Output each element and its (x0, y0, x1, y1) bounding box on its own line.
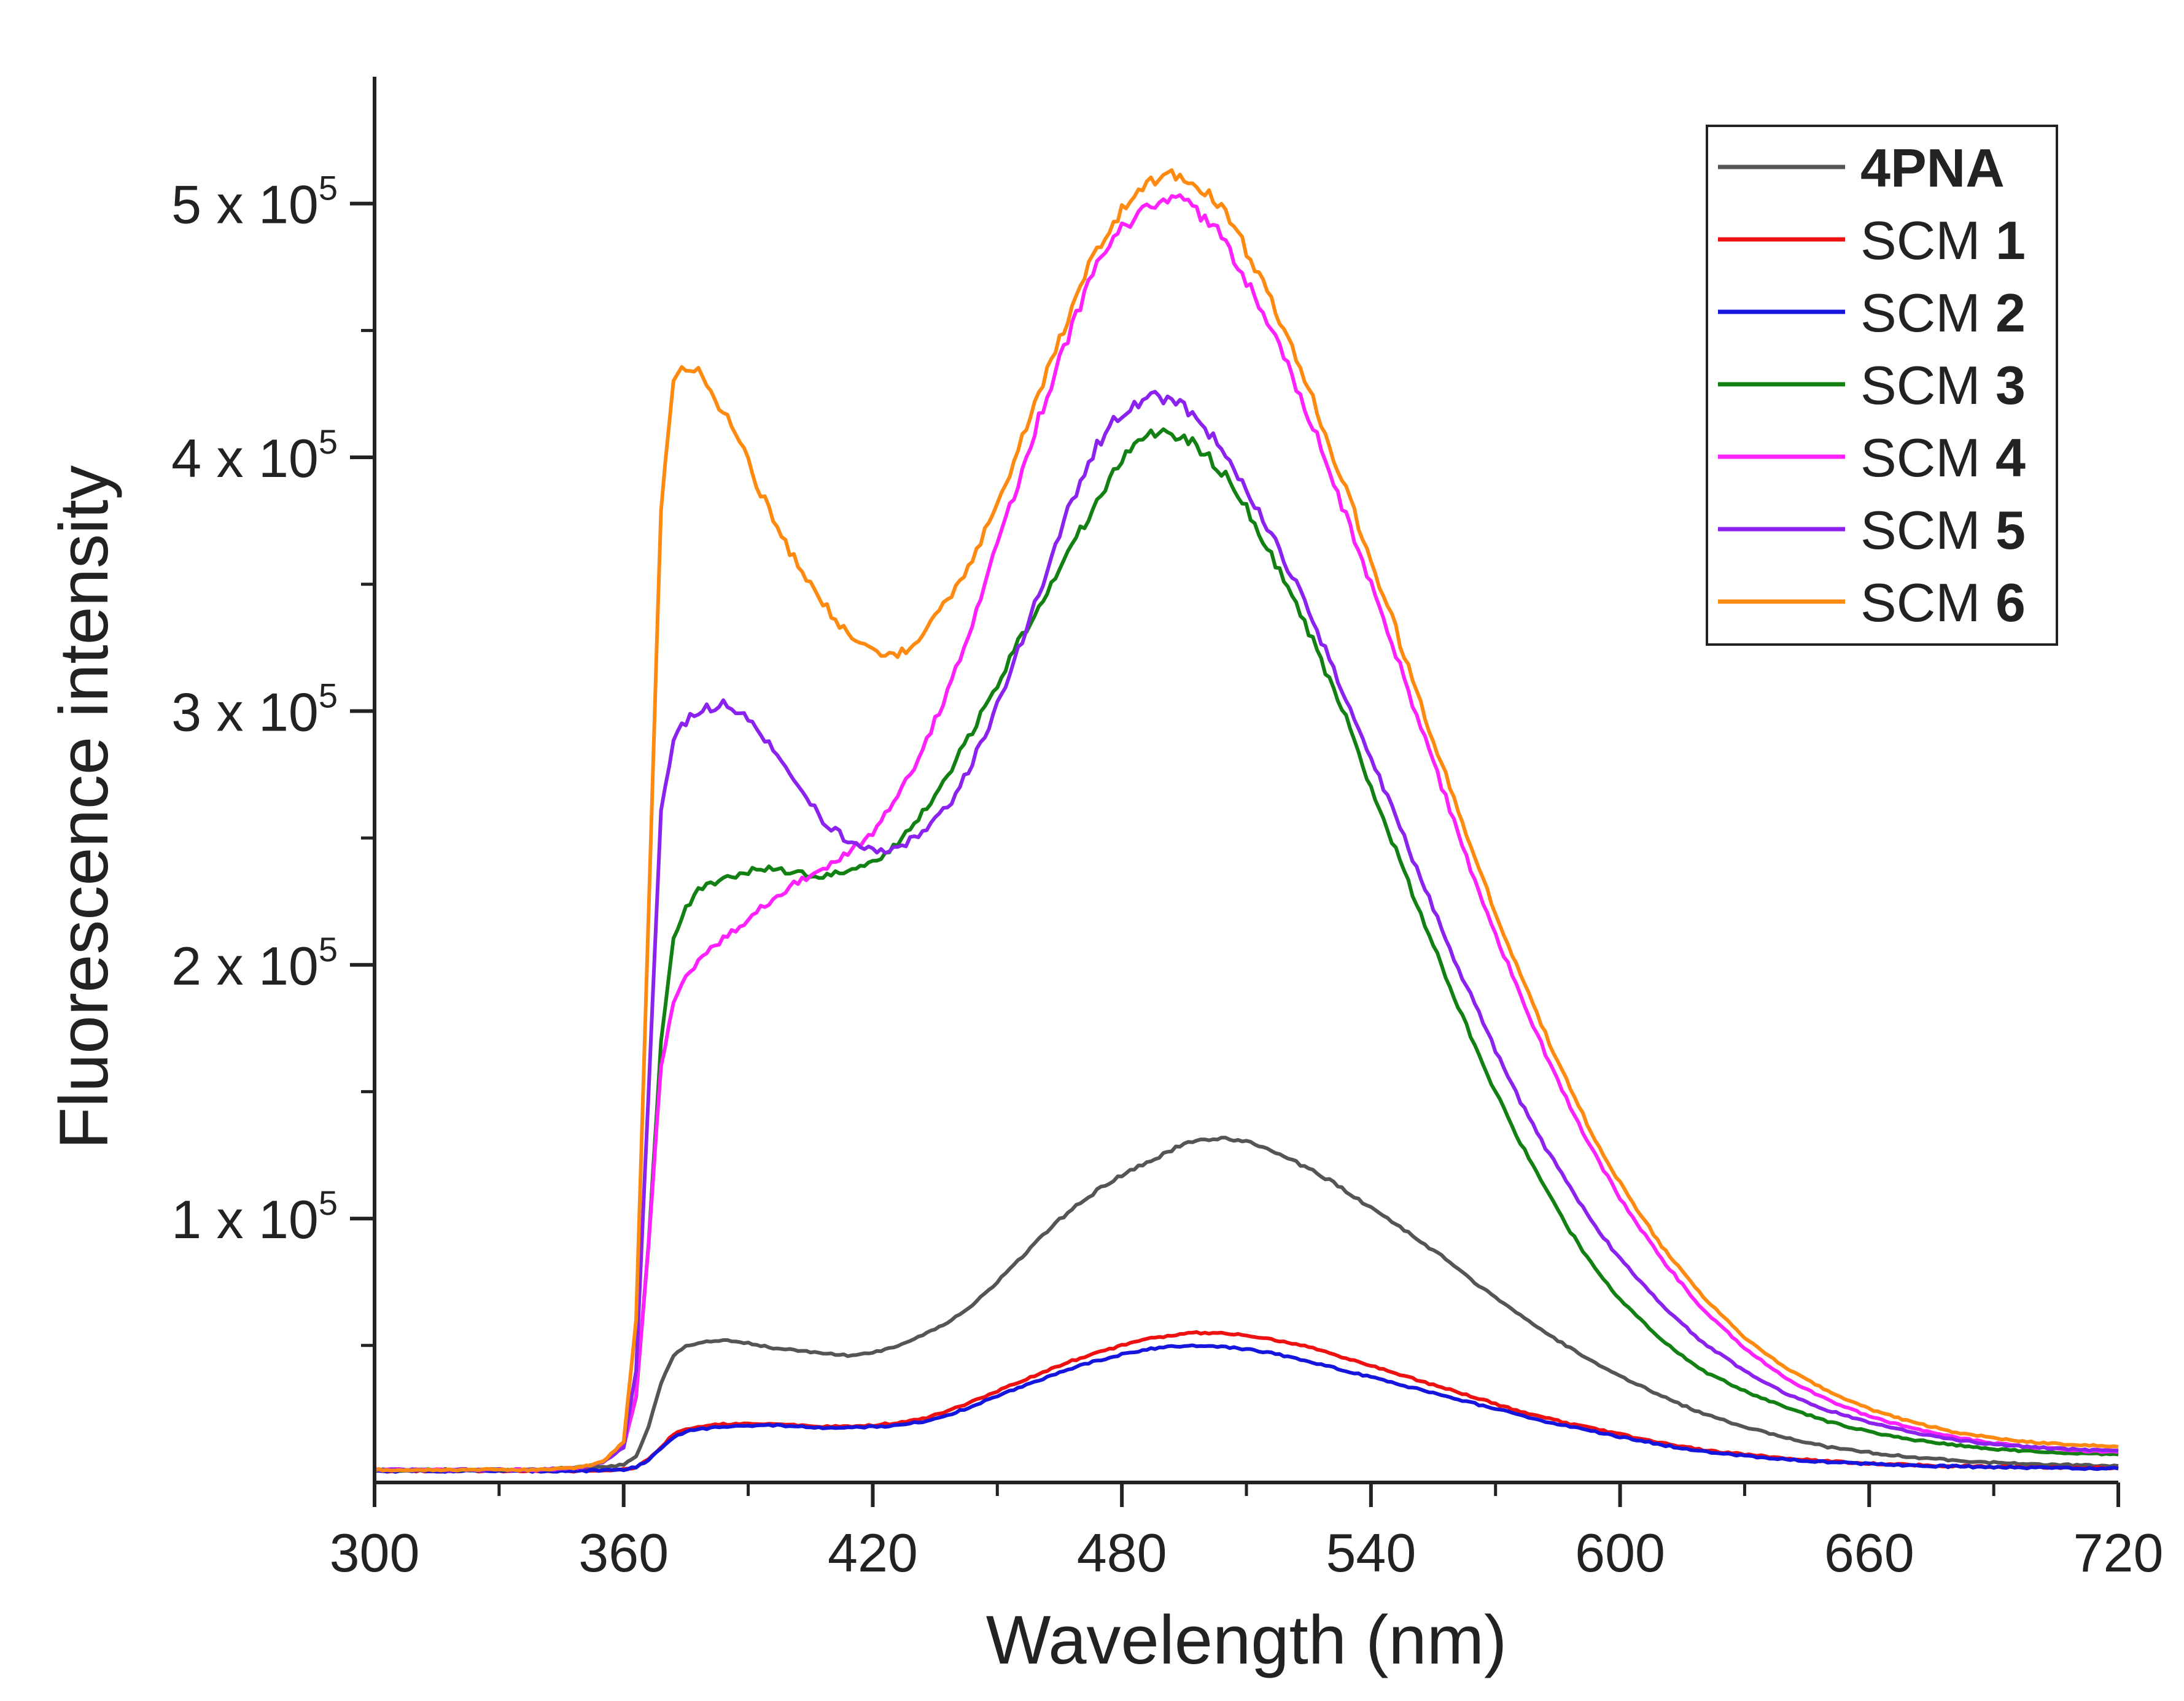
x-axis-label: Wavelength (nm) (986, 1602, 1507, 1678)
series-line-scm-3 (374, 427, 2119, 1473)
y-tick-exponent: 5 (319, 676, 338, 715)
legend-label-bold: 5 (1996, 500, 2026, 560)
series-line-scm-5 (374, 390, 2119, 1473)
legend-label: SCM 4 (1860, 427, 2026, 488)
legend-label-bold: 4PNA (1860, 138, 2005, 198)
y-tick-mantissa: 4 x 10 (171, 428, 319, 489)
y-axis-label: Fluorescence intensity (45, 465, 122, 1149)
legend-label-bold: 2 (1996, 282, 2026, 343)
legend-label: SCM 6 (1860, 572, 2026, 633)
x-tick-label: 600 (1575, 1522, 1665, 1583)
plot-lines (373, 168, 2119, 1474)
legend-label: SCM 5 (1860, 500, 2026, 560)
y-tick-label: 2 x 105 (171, 930, 338, 996)
series-line-scm-6 (373, 168, 2119, 1473)
series-line-scm-4 (374, 193, 2119, 1473)
series-line-scm-2 (374, 1343, 2119, 1474)
legend-label-bold: 3 (1996, 355, 2026, 416)
legend-label-text: SCM (1860, 500, 1996, 560)
series-line-4pna (374, 1136, 2119, 1473)
legend-label-bold: 4 (1996, 427, 2026, 488)
y-tick-exponent: 5 (319, 169, 338, 207)
legend-label-bold: 1 (1996, 210, 2026, 271)
y-tick-mantissa: 1 x 10 (171, 1189, 319, 1250)
y-tick-label: 4 x 105 (171, 422, 338, 489)
x-tick-label: 540 (1326, 1522, 1416, 1583)
x-tick-label: 720 (2073, 1522, 2164, 1583)
legend-label-bold: 6 (1996, 572, 2026, 633)
y-tick-exponent: 5 (319, 1184, 338, 1222)
legend-label-text: SCM (1860, 282, 1996, 343)
legend-label-text: SCM (1860, 210, 1996, 271)
legend-label: SCM 1 (1860, 210, 2026, 271)
x-tick-label: 300 (330, 1522, 420, 1583)
y-tick-exponent: 5 (319, 422, 338, 461)
legend-label: SCM 3 (1860, 355, 2026, 416)
x-tick-label: 360 (578, 1522, 669, 1583)
y-tick-label: 1 x 105 (171, 1184, 338, 1250)
x-tick-label: 480 (1077, 1522, 1167, 1583)
y-tick-mantissa: 3 x 10 (171, 681, 319, 742)
y-tick-label: 3 x 105 (171, 676, 338, 742)
y-tick-label: 5 x 105 (171, 169, 338, 235)
y-tick-mantissa: 5 x 10 (171, 174, 319, 235)
legend-label: SCM 2 (1860, 282, 2026, 343)
y-tick-mantissa: 2 x 10 (171, 936, 319, 996)
legend-label-text: SCM (1860, 427, 1996, 488)
legend-label: 4PNA (1860, 138, 2005, 198)
legend-label-text: SCM (1860, 572, 1996, 633)
y-tick-exponent: 5 (319, 930, 338, 969)
x-tick-label: 660 (1824, 1522, 1914, 1583)
x-tick-label: 420 (828, 1522, 918, 1583)
legend-label-text: SCM (1860, 355, 1996, 416)
